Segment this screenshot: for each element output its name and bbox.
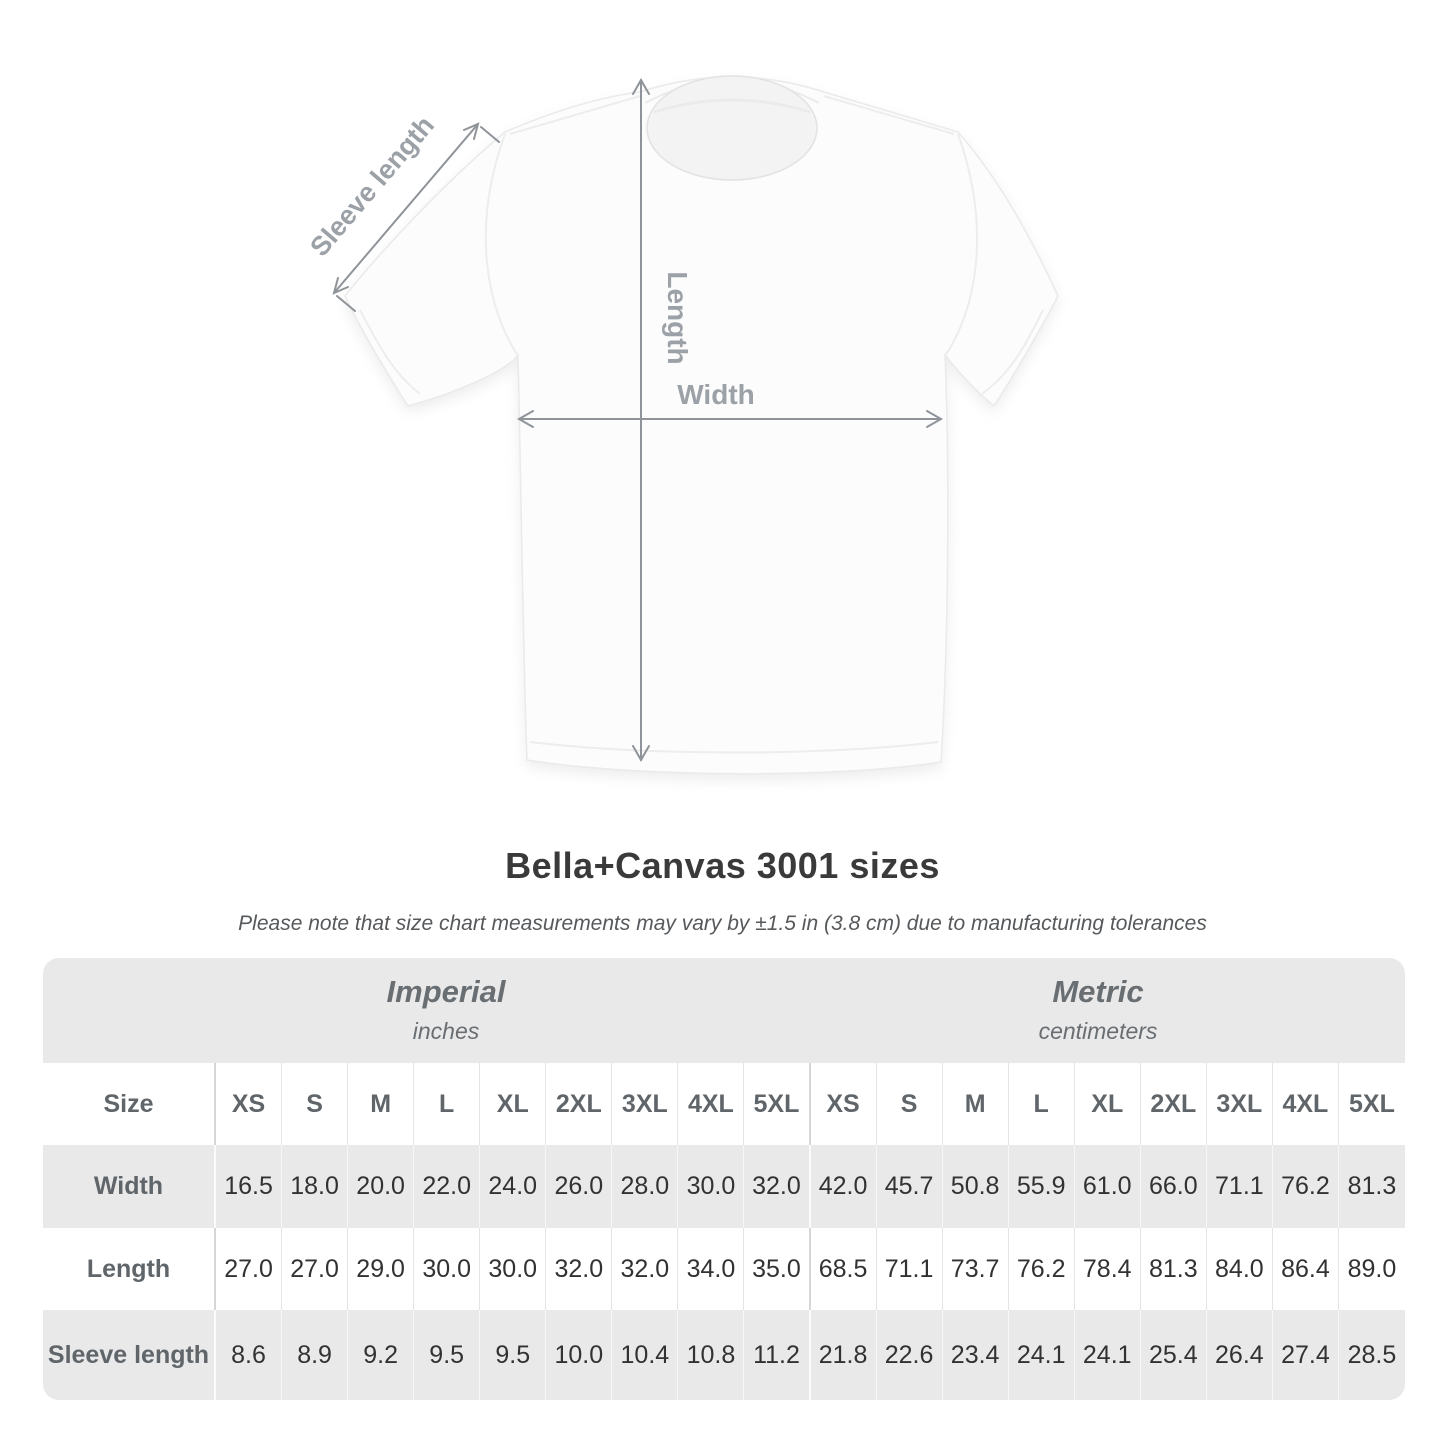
size-cell: 3XL [1207, 1063, 1273, 1145]
size-column-header: Size [43, 1063, 216, 1145]
value-cell: 9.2 [348, 1310, 415, 1400]
value-cell: 8.9 [282, 1310, 349, 1400]
value-cell: 21.8 [811, 1310, 877, 1400]
value-cell: 22.6 [877, 1310, 943, 1400]
imperial-unit: inches [412, 1018, 480, 1044]
size-header-row: Size XS S M L XL 2XL 3XL 4XL 5XL XS S M … [43, 1063, 1405, 1145]
value-cell: 27.0 [216, 1228, 283, 1310]
value-cell: 28.0 [612, 1145, 679, 1228]
value-cell: 71.1 [1207, 1145, 1273, 1228]
value-cell: 24.1 [1075, 1310, 1141, 1400]
value-cell: 78.4 [1075, 1228, 1141, 1310]
value-cell: 76.2 [1009, 1228, 1075, 1310]
metric-header: Metric centimeters [791, 974, 1405, 1045]
value-cell: 8.6 [216, 1310, 283, 1400]
value-cell: 25.4 [1141, 1310, 1207, 1400]
value-cell: 18.0 [282, 1145, 349, 1228]
value-cell: 32.0 [612, 1228, 679, 1310]
imperial-header: Imperial inches [43, 974, 849, 1045]
value-cell: 26.4 [1207, 1310, 1273, 1400]
table-row-length: Length 27.0 27.0 29.0 30.0 30.0 32.0 32.… [43, 1228, 1405, 1310]
value-cell: 27.0 [282, 1228, 349, 1310]
value-cell: 30.0 [678, 1145, 745, 1228]
size-cell: S [877, 1063, 943, 1145]
value-cell: 28.5 [1347, 1340, 1397, 1369]
value-cell: 50.8 [943, 1145, 1009, 1228]
table-row-sleeve-length: Sleeve length 8.6 8.9 9.2 9.5 9.5 10.0 1… [43, 1310, 1405, 1400]
value-cell: 29.0 [348, 1228, 415, 1310]
value-cell: 42.0 [811, 1145, 877, 1228]
imperial-label: Imperial [386, 974, 506, 1009]
value-cell: 10.0 [546, 1310, 613, 1400]
size-cell: XL [1075, 1063, 1141, 1145]
value-cell: 84.0 [1207, 1228, 1273, 1310]
page-title: Bella+Canvas 3001 sizes [505, 845, 940, 886]
value-cell: 66.0 [1141, 1145, 1207, 1228]
value-cell: 23.4 [943, 1310, 1009, 1400]
value-cell: 45.7 [877, 1145, 943, 1228]
metric-label: Metric [1052, 974, 1144, 1009]
tshirt-diagram-svg: Sleeve length Length Width [304, 75, 1059, 780]
value-cell: 35.0 [744, 1228, 811, 1310]
value-cell: 34.0 [678, 1228, 745, 1310]
value-cell: 76.2 [1273, 1145, 1339, 1228]
value-cell: 26.0 [546, 1145, 613, 1228]
size-cell: 3XL [612, 1063, 679, 1145]
row-label: Width [43, 1145, 216, 1228]
size-cell: 4XL [678, 1063, 745, 1145]
sleeve-length-arrow [332, 122, 500, 312]
value-cell: 9.5 [480, 1310, 547, 1400]
value-cell: 16.5 [216, 1145, 283, 1228]
value-cell: 24.0 [480, 1145, 547, 1228]
width-label: Width [677, 379, 755, 410]
size-cell: 5XL [744, 1063, 811, 1145]
row-label: Length [43, 1228, 216, 1310]
width-arrow [516, 410, 944, 428]
tshirt-measurement-diagram: Sleeve length Length Width [304, 75, 1059, 780]
value-cell: 68.5 [811, 1228, 877, 1310]
value-cell: 30.0 [414, 1228, 481, 1310]
value-cell: 71.1 [877, 1228, 943, 1310]
size-cell: XL [480, 1063, 547, 1145]
value-cell: 30.0 [480, 1228, 547, 1310]
value-cell: 61.0 [1075, 1145, 1141, 1228]
tshirt-body [344, 76, 1059, 775]
value-cell: 9.5 [414, 1310, 481, 1400]
tshirt-collar [644, 75, 820, 181]
size-cell: 5XL [1349, 1089, 1395, 1118]
size-cell: M [348, 1063, 415, 1145]
length-label: Length [662, 271, 693, 364]
value-cell: 86.4 [1273, 1228, 1339, 1310]
value-cell: 22.0 [414, 1145, 481, 1228]
row-label: Sleeve length [43, 1310, 216, 1400]
table-row-width: Width 16.5 18.0 20.0 22.0 24.0 26.0 28.0… [43, 1145, 1405, 1228]
size-cell: L [414, 1063, 481, 1145]
value-cell: 89.0 [1347, 1254, 1397, 1283]
value-cell: 55.9 [1009, 1145, 1075, 1228]
size-cell: 2XL [1141, 1063, 1207, 1145]
value-cell: 32.0 [546, 1228, 613, 1310]
value-cell: 10.8 [678, 1310, 745, 1400]
value-cell: 10.4 [612, 1310, 679, 1400]
size-cell: L [1009, 1063, 1075, 1145]
unit-header-band: Imperial inches Metric centimeters [43, 958, 1405, 1063]
size-cell: 2XL [546, 1063, 613, 1145]
value-cell: 20.0 [348, 1145, 415, 1228]
size-cell: S [282, 1063, 349, 1145]
value-cell: 81.3 [1141, 1228, 1207, 1310]
size-cell: M [943, 1063, 1009, 1145]
page-subtitle: Please note that size chart measurements… [238, 912, 1207, 935]
metric-unit: centimeters [1038, 1018, 1158, 1044]
value-cell: 24.1 [1009, 1310, 1075, 1400]
size-table: Imperial inches Metric centimeters Size … [43, 958, 1405, 1400]
value-cell: 32.0 [744, 1145, 811, 1228]
value-cell: 11.2 [744, 1310, 811, 1400]
value-cell: 27.4 [1273, 1310, 1339, 1400]
value-cell: 81.3 [1347, 1172, 1397, 1200]
size-cell: XS [216, 1063, 283, 1145]
size-cell: 4XL [1273, 1063, 1339, 1145]
tshirt-seams [359, 95, 1044, 754]
size-cell: XS [811, 1063, 877, 1145]
value-cell: 73.7 [943, 1228, 1009, 1310]
